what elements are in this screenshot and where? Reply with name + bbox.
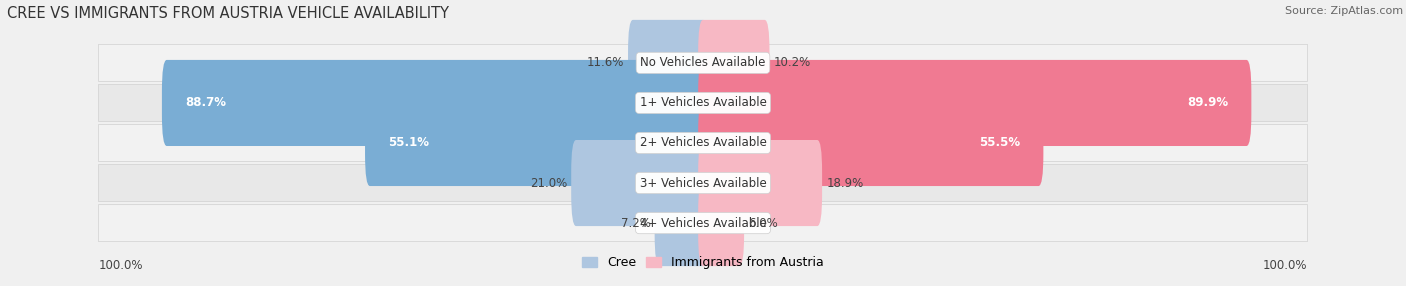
Text: 1+ Vehicles Available: 1+ Vehicles Available <box>640 96 766 110</box>
Legend: Cree, Immigrants from Austria: Cree, Immigrants from Austria <box>576 251 830 274</box>
FancyBboxPatch shape <box>366 100 707 186</box>
FancyBboxPatch shape <box>162 60 707 146</box>
FancyBboxPatch shape <box>655 180 707 266</box>
Text: No Vehicles Available: No Vehicles Available <box>640 56 766 69</box>
Text: CREE VS IMMIGRANTS FROM AUSTRIA VEHICLE AVAILABILITY: CREE VS IMMIGRANTS FROM AUSTRIA VEHICLE … <box>7 6 449 21</box>
FancyBboxPatch shape <box>98 45 1308 81</box>
Text: 100.0%: 100.0% <box>1263 259 1308 273</box>
FancyBboxPatch shape <box>98 205 1308 241</box>
FancyBboxPatch shape <box>699 20 769 106</box>
FancyBboxPatch shape <box>98 125 1308 161</box>
Text: 3+ Vehicles Available: 3+ Vehicles Available <box>640 176 766 190</box>
FancyBboxPatch shape <box>699 180 744 266</box>
Text: 88.7%: 88.7% <box>184 96 226 110</box>
Text: 89.9%: 89.9% <box>1187 96 1229 110</box>
FancyBboxPatch shape <box>699 140 823 226</box>
Text: 6.0%: 6.0% <box>748 217 778 230</box>
FancyBboxPatch shape <box>628 20 707 106</box>
Text: 18.9%: 18.9% <box>827 176 863 190</box>
FancyBboxPatch shape <box>699 60 1251 146</box>
Text: 55.1%: 55.1% <box>388 136 429 150</box>
Text: 21.0%: 21.0% <box>530 176 567 190</box>
Text: 100.0%: 100.0% <box>98 259 143 273</box>
FancyBboxPatch shape <box>571 140 707 226</box>
FancyBboxPatch shape <box>98 85 1308 121</box>
Text: Source: ZipAtlas.com: Source: ZipAtlas.com <box>1285 6 1403 16</box>
Text: 4+ Vehicles Available: 4+ Vehicles Available <box>640 217 766 230</box>
Text: 10.2%: 10.2% <box>773 56 811 69</box>
FancyBboxPatch shape <box>98 165 1308 201</box>
FancyBboxPatch shape <box>699 100 1043 186</box>
Text: 11.6%: 11.6% <box>586 56 624 69</box>
Text: 55.5%: 55.5% <box>980 136 1021 150</box>
Text: 7.2%: 7.2% <box>620 217 651 230</box>
Text: 2+ Vehicles Available: 2+ Vehicles Available <box>640 136 766 150</box>
